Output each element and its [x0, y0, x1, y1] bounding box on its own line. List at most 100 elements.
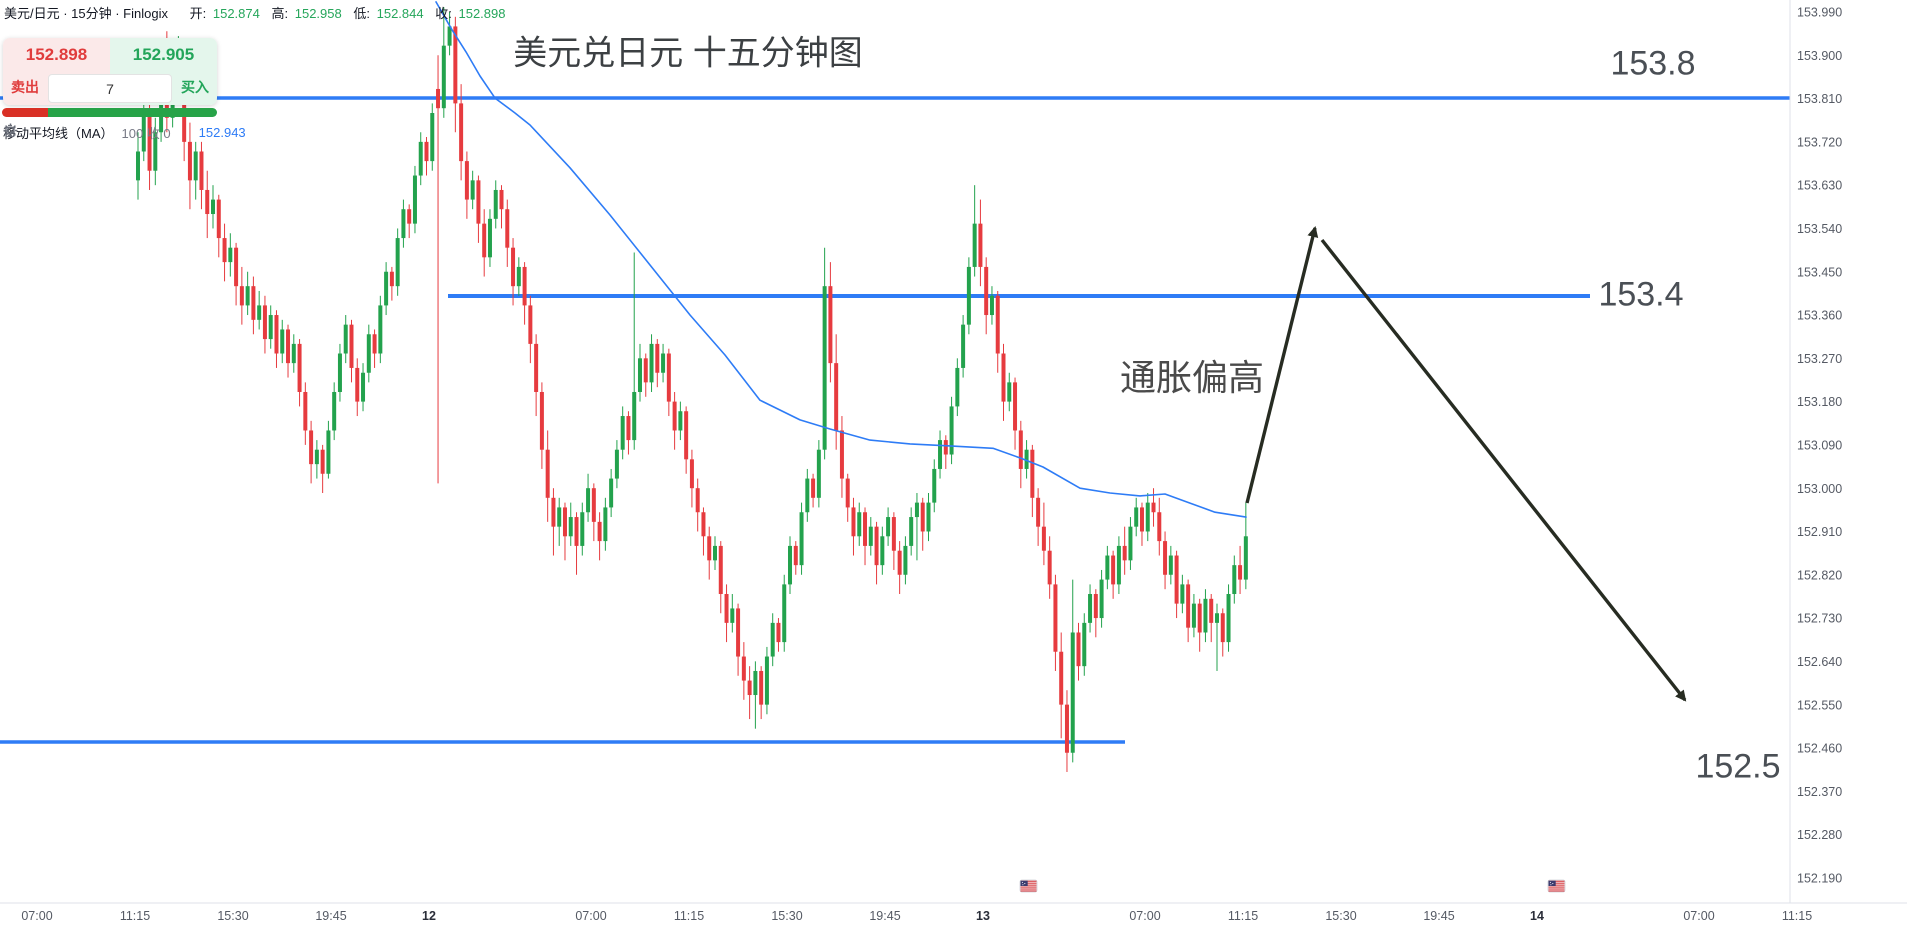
low-label: 低: — [353, 6, 370, 21]
close-label: 收: — [435, 6, 452, 21]
candle-body — [228, 247, 233, 263]
candle-body — [903, 545, 908, 575]
time-tick-label: 11:15 — [1228, 909, 1258, 923]
candle-body — [199, 151, 204, 190]
candle-body — [1018, 430, 1023, 469]
open-label: 开: — [189, 6, 207, 21]
candle-body — [586, 488, 591, 513]
candle-body — [1232, 565, 1237, 595]
time-tick-label: 07:00 — [1683, 909, 1714, 923]
candle-body — [401, 209, 406, 239]
time-tick-label: 07:00 — [21, 909, 52, 923]
candle-body — [245, 286, 250, 306]
candle-body — [718, 545, 723, 595]
price-tick-label: 152.910 — [1797, 525, 1842, 539]
candle-body — [580, 512, 585, 546]
level-label-153-8[interactable]: 153.8 — [1610, 44, 1696, 83]
candle-body — [880, 536, 885, 566]
candle-body — [989, 295, 994, 316]
ma-line[interactable] — [435, 1, 1247, 518]
price-axis[interactable]: 153.990 153.900 153.810 153.720 153.630 153.5… — [1797, 6, 1842, 886]
candle-body — [562, 507, 567, 537]
candle-body — [984, 266, 989, 316]
candle-body — [222, 238, 227, 263]
candle-body — [418, 141, 423, 176]
low-value: 152.844 — [376, 6, 424, 21]
candle-body — [262, 305, 267, 340]
price-tick-label: 153.450 — [1797, 265, 1842, 279]
buy-sentiment-segment — [48, 108, 217, 117]
us-flag-event-icon[interactable] — [1547, 879, 1566, 893]
symbol-name: 美元/日元 · 15分钟 · Finlogix — [4, 6, 168, 21]
price-tick-label: 152.730 — [1797, 612, 1842, 626]
candle-body — [943, 440, 948, 455]
level-label-153-4[interactable]: 153.4 — [1598, 275, 1684, 314]
us-flag-event-icon[interactable] — [1019, 879, 1038, 893]
candle-body — [511, 247, 516, 287]
candle-body — [966, 266, 971, 325]
candle-body — [753, 670, 758, 696]
time-axis[interactable]: 07:00 11:15 15:30 19:45 12 07:00 11:15 15:30 19:… — [21, 909, 1812, 923]
candle-body — [337, 353, 342, 392]
candle-body — [655, 343, 660, 373]
time-tick-label: 19:45 — [869, 909, 900, 923]
buy-price[interactable]: 152.905 — [132, 45, 195, 64]
candle-body — [863, 512, 868, 546]
trend-arrow[interactable] — [1245, 226, 1319, 504]
candle-body — [672, 401, 677, 431]
candle-body — [1053, 584, 1058, 652]
candle-body — [1059, 651, 1064, 705]
candle-body — [747, 680, 752, 696]
candle-body — [309, 430, 314, 465]
time-tick-label: 11:15 — [120, 909, 150, 923]
candle-body — [914, 502, 919, 518]
level-label-152-5[interactable]: 152.5 — [1695, 747, 1781, 786]
candle-body — [1203, 598, 1208, 633]
sentiment-bar — [2, 108, 217, 117]
candle-body — [234, 247, 239, 287]
candle-body — [834, 363, 839, 431]
candle-body — [1180, 584, 1185, 604]
candle-body — [534, 343, 539, 392]
candle-body — [926, 502, 931, 532]
candle-body — [505, 209, 510, 248]
candle-body — [297, 343, 302, 392]
sell-button[interactable]: 卖出 — [11, 79, 39, 95]
time-tick-label: 15:30 — [771, 909, 802, 923]
trend-arrow[interactable] — [1320, 238, 1687, 702]
buy-button[interactable]: 买入 — [181, 79, 209, 95]
candle-body — [355, 367, 360, 402]
time-tick-label: 11:15 — [674, 909, 704, 923]
candle-body — [741, 656, 746, 681]
candle-body — [378, 305, 383, 354]
candle-body — [424, 141, 429, 162]
candle-body — [343, 324, 348, 354]
candle-body — [286, 329, 291, 364]
candle-body — [961, 324, 966, 368]
sell-price[interactable]: 152.898 — [25, 45, 88, 64]
candle-body — [499, 189, 504, 210]
candle-body — [528, 305, 533, 344]
candle-body — [874, 526, 879, 566]
price-tick-label: 152.550 — [1797, 698, 1842, 712]
candle-body — [1111, 555, 1116, 585]
candle-body — [280, 329, 285, 354]
candle-body — [1036, 497, 1041, 527]
date-tick-label: 14 — [1530, 909, 1544, 923]
candle-body — [868, 526, 873, 546]
candle-body — [1082, 622, 1087, 667]
candle-body — [764, 656, 769, 705]
candle-body — [603, 507, 608, 542]
price-level-lines[interactable] — [0, 96, 1790, 744]
candle-body — [407, 209, 412, 224]
candle-body — [955, 367, 960, 407]
annotation-text[interactable]: 通胀偏高 — [1119, 357, 1265, 398]
candle-body — [453, 26, 458, 104]
candle-body — [1007, 382, 1012, 402]
candle-body — [1139, 507, 1144, 532]
quantity-input[interactable] — [48, 74, 172, 103]
candle-body — [1151, 502, 1156, 513]
annotation-arrows[interactable] — [1245, 226, 1687, 702]
candle-body — [395, 238, 400, 287]
candle-body — [1128, 526, 1133, 561]
